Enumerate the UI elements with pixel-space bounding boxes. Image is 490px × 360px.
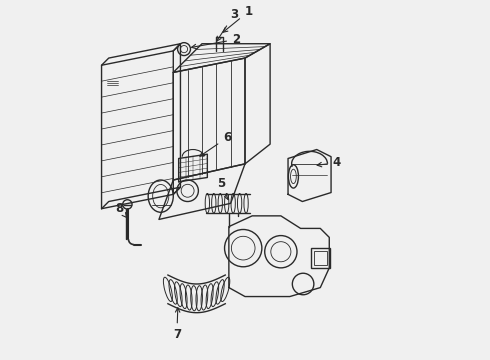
Text: 1: 1 <box>223 5 253 32</box>
Text: 6: 6 <box>200 131 231 156</box>
Text: 8: 8 <box>115 202 127 217</box>
Text: 4: 4 <box>317 156 341 169</box>
Bar <box>311 248 330 268</box>
Bar <box>314 251 327 265</box>
Text: 7: 7 <box>173 308 181 341</box>
Text: 2: 2 <box>192 33 240 49</box>
Text: 5: 5 <box>217 177 228 200</box>
Text: 3: 3 <box>217 8 238 41</box>
